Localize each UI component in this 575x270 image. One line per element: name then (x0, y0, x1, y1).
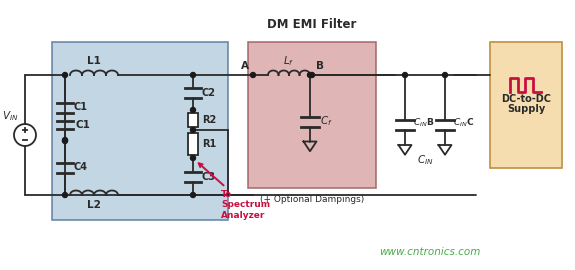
Text: To
Spectrum
Analyzer: To Spectrum Analyzer (199, 163, 270, 220)
Circle shape (308, 73, 312, 77)
Circle shape (63, 193, 67, 197)
Circle shape (251, 73, 255, 77)
Text: $V_{IN}$: $V_{IN}$ (2, 109, 18, 123)
Text: C4: C4 (74, 163, 88, 173)
Circle shape (190, 73, 196, 77)
Bar (52, 42, 228, 220)
Text: $L_f$: $L_f$ (283, 54, 294, 68)
Text: $C_{IN}$B: $C_{IN}$B (413, 117, 434, 129)
Text: L2: L2 (87, 200, 101, 210)
Bar (248, 42, 376, 188)
Circle shape (402, 73, 408, 77)
Text: Supply: Supply (507, 104, 545, 114)
Circle shape (443, 73, 447, 77)
Text: DM EMI Filter: DM EMI Filter (267, 18, 356, 31)
Text: C3: C3 (202, 171, 216, 181)
Text: $C_f$: $C_f$ (320, 114, 333, 129)
Text: www.cntronics.com: www.cntronics.com (380, 247, 481, 257)
Text: C2: C2 (202, 87, 216, 97)
Text: R2: R2 (202, 115, 216, 125)
Text: A: A (241, 61, 249, 71)
Text: (+ Optional Dampings): (+ Optional Dampings) (260, 195, 364, 204)
Circle shape (63, 137, 67, 143)
Circle shape (309, 73, 315, 77)
Text: C1: C1 (74, 103, 88, 113)
Circle shape (63, 73, 67, 77)
Text: R1: R1 (202, 139, 216, 149)
Bar (188, 113, 198, 127)
Circle shape (190, 193, 196, 197)
Bar (188, 133, 198, 155)
Circle shape (190, 127, 196, 133)
Text: DC-to-DC: DC-to-DC (501, 94, 551, 104)
Text: $C_{IN}$: $C_{IN}$ (417, 153, 434, 167)
Text: L1: L1 (87, 56, 101, 66)
Circle shape (63, 139, 67, 143)
Bar (490, 42, 562, 168)
Circle shape (190, 156, 196, 160)
Circle shape (190, 107, 196, 113)
Text: B: B (316, 61, 324, 71)
Text: $C_{IN}$C: $C_{IN}$C (453, 117, 474, 129)
Text: C1: C1 (75, 120, 90, 130)
